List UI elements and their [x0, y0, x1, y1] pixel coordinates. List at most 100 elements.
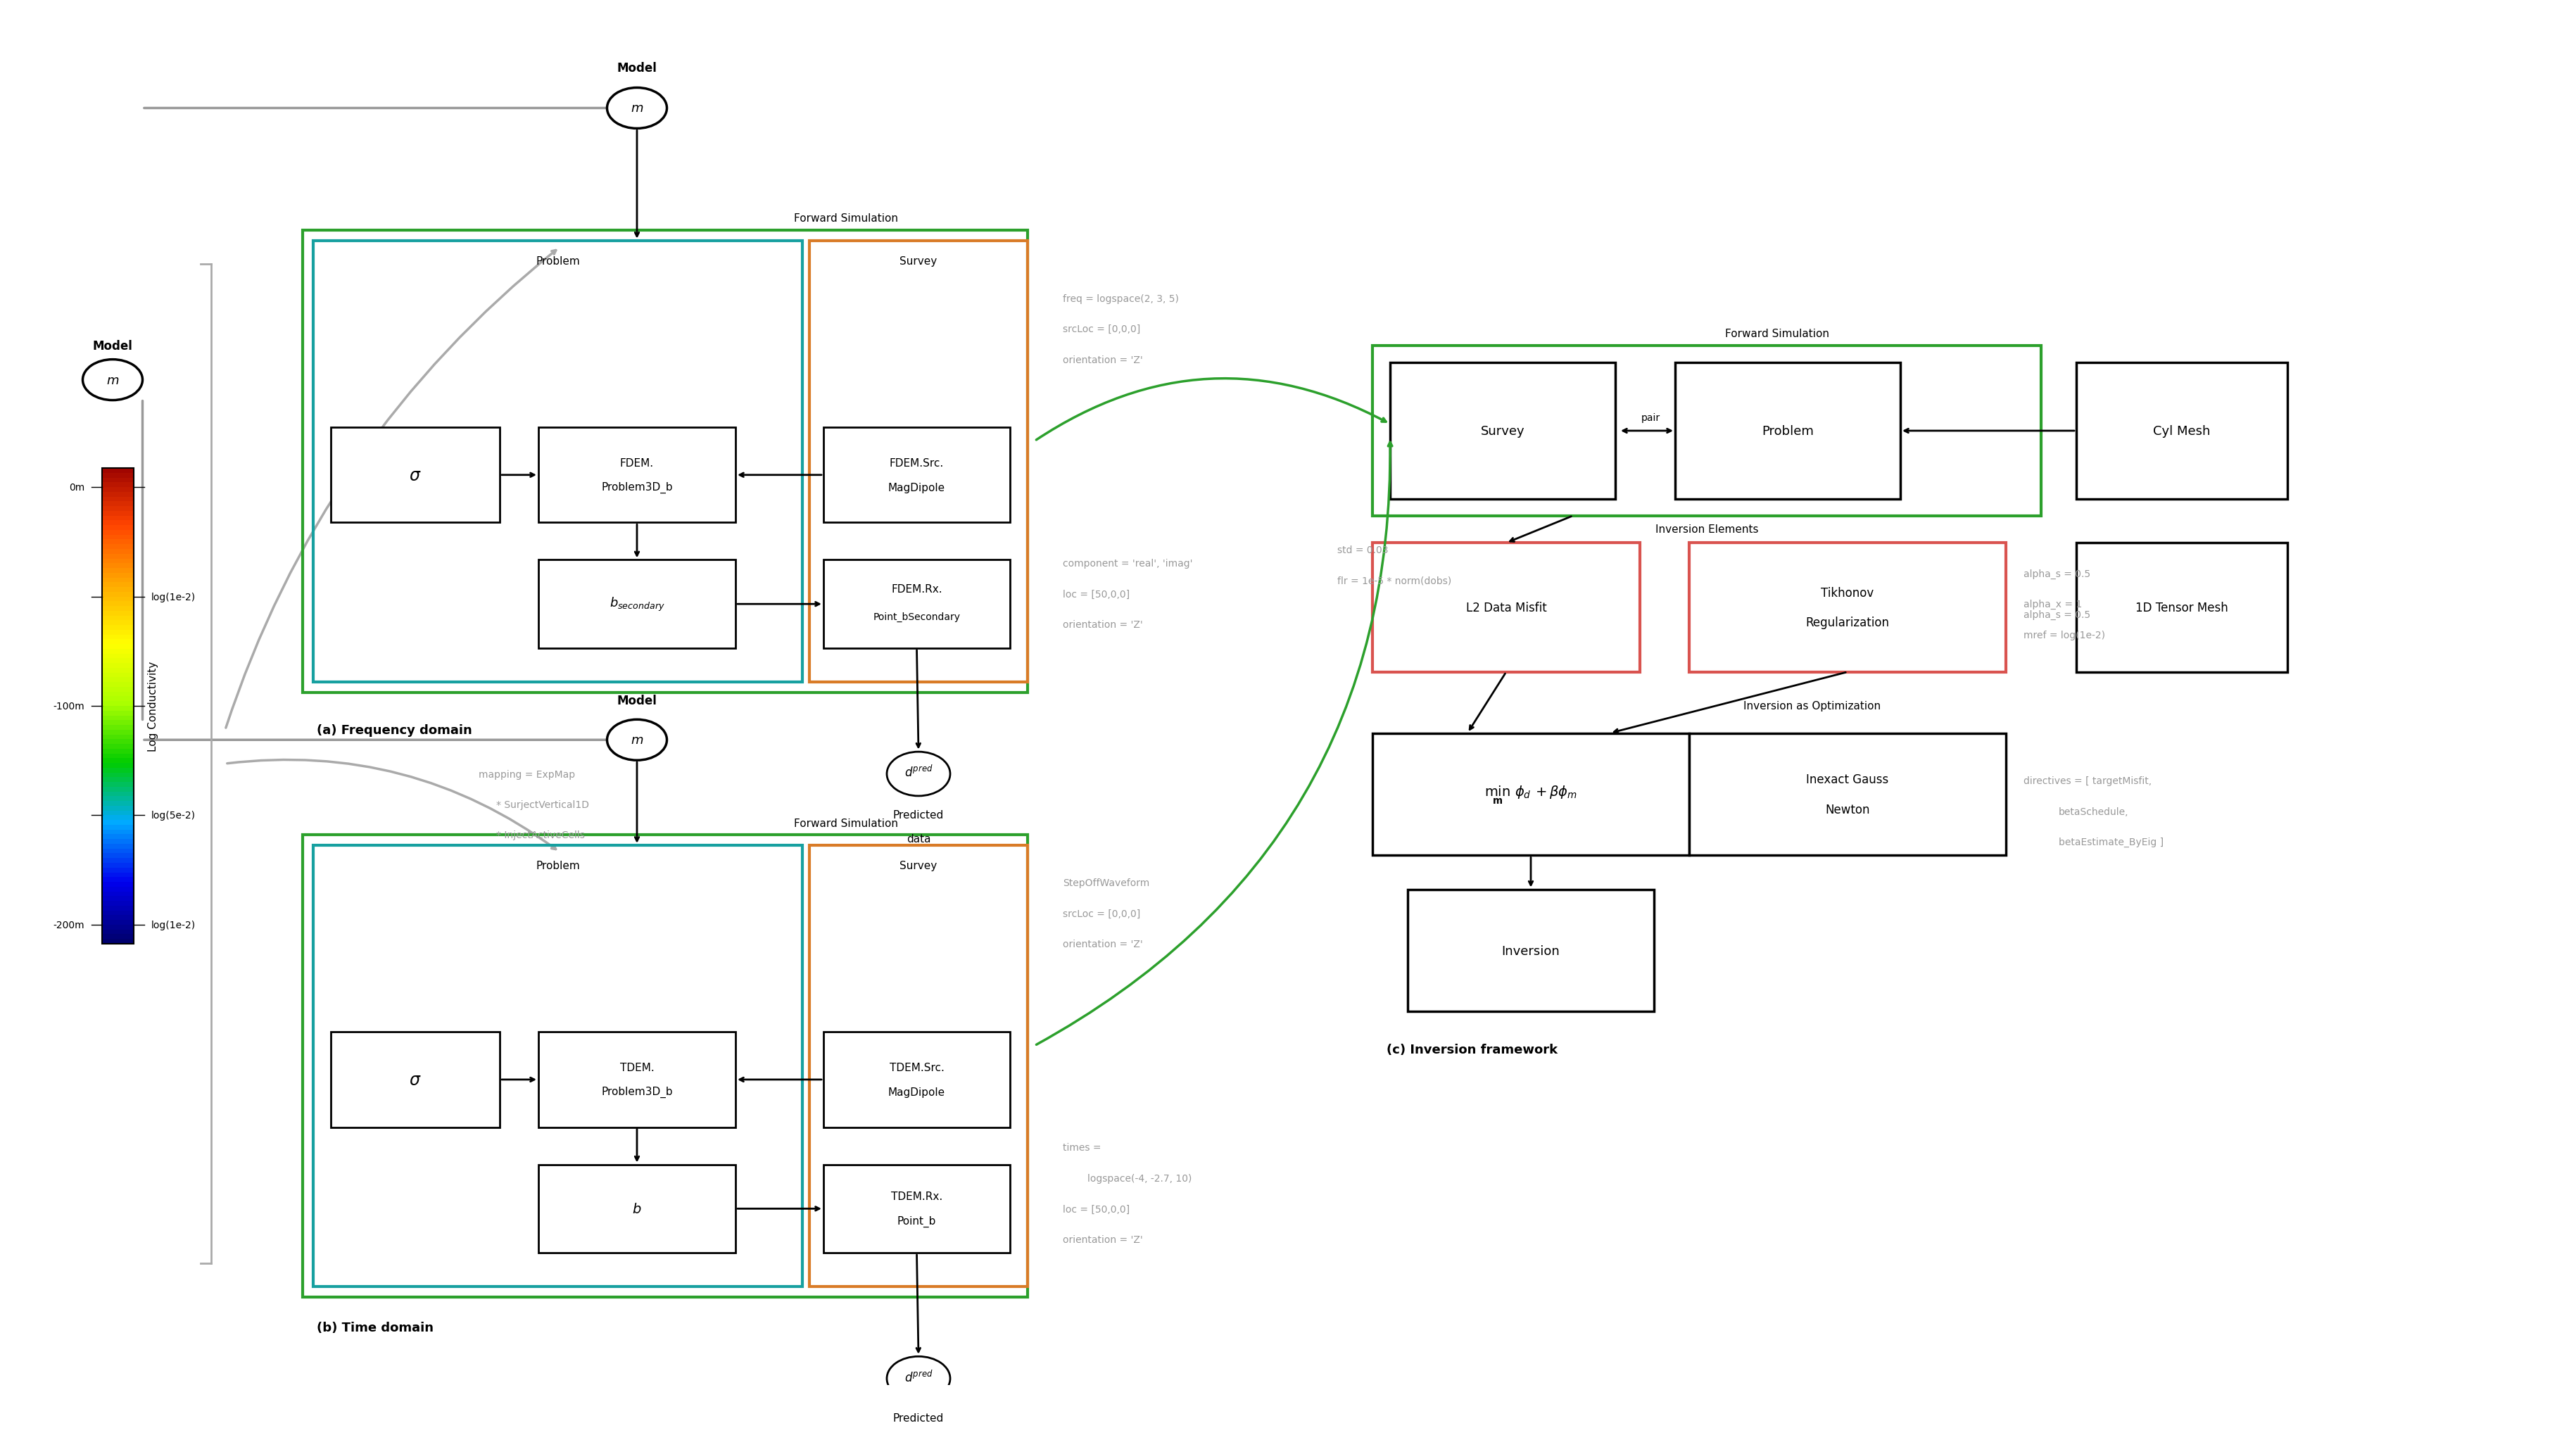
FancyBboxPatch shape [330, 428, 500, 522]
Bar [103, 468, 134, 474]
Bar [103, 616, 134, 621]
Text: alpha_s = 0.5: alpha_s = 0.5 [2025, 568, 2092, 578]
Bar [103, 739, 134, 745]
Text: betaEstimate_ByEig ]: betaEstimate_ByEig ] [2058, 837, 2164, 847]
Text: m: m [631, 733, 644, 746]
Bar [103, 895, 134, 901]
Bar [103, 805, 134, 811]
Bar [103, 900, 134, 905]
Bar [103, 829, 134, 835]
Bar [103, 507, 134, 511]
Text: Tikhonov: Tikhonov [1821, 587, 1873, 600]
Bar [103, 639, 134, 644]
Text: log(1e-2): log(1e-2) [152, 920, 196, 930]
Bar [103, 867, 134, 872]
Bar [103, 472, 134, 478]
Bar [103, 914, 134, 920]
Text: Inexact Gauss: Inexact Gauss [1806, 773, 1888, 786]
Bar [103, 786, 134, 792]
Text: $\sigma$: $\sigma$ [410, 466, 422, 484]
Text: MagDipole: MagDipole [889, 482, 945, 492]
Ellipse shape [608, 89, 667, 129]
Text: loc = [50,0,0]: loc = [50,0,0] [1064, 590, 1131, 600]
Text: Inversion Elements: Inversion Elements [1656, 524, 1759, 535]
Bar [103, 667, 134, 673]
Text: $d^{pred}$: $d^{pred}$ [904, 765, 933, 779]
Text: Problem: Problem [536, 255, 580, 267]
Text: Survey: Survey [899, 255, 938, 267]
Ellipse shape [82, 360, 142, 400]
Bar [103, 682, 134, 687]
Text: Survey: Survey [899, 861, 938, 871]
Bar [103, 720, 134, 725]
Bar [103, 920, 134, 926]
Text: data: data [907, 834, 930, 844]
Text: (b) Time domain: (b) Time domain [317, 1322, 433, 1335]
Text: log(1e-2): log(1e-2) [152, 593, 196, 601]
Bar [103, 659, 134, 663]
Bar [103, 596, 134, 601]
Text: Problem: Problem [536, 861, 580, 871]
Bar [103, 700, 134, 706]
Bar [103, 796, 134, 801]
Text: mref = log(1e-2): mref = log(1e-2) [2025, 630, 2105, 640]
Bar [103, 606, 134, 611]
Bar [103, 772, 134, 778]
Bar [103, 672, 134, 677]
Bar [103, 877, 134, 883]
FancyBboxPatch shape [1690, 733, 2007, 855]
Text: Predicted: Predicted [894, 1412, 943, 1424]
Bar [103, 548, 134, 554]
FancyBboxPatch shape [1406, 890, 1654, 1012]
Text: logspace(-4, -2.7, 10): logspace(-4, -2.7, 10) [1087, 1174, 1193, 1182]
Bar [103, 824, 134, 829]
Text: orientation = 'Z': orientation = 'Z' [1064, 938, 1144, 949]
FancyBboxPatch shape [824, 1165, 1010, 1253]
Bar [103, 601, 134, 607]
Bar [103, 776, 134, 782]
Text: Newton: Newton [1826, 804, 1870, 815]
Ellipse shape [886, 752, 951, 796]
Bar [103, 649, 134, 654]
FancyBboxPatch shape [2076, 363, 2287, 499]
Text: Point_b: Point_b [896, 1215, 935, 1227]
Bar [103, 928, 134, 934]
Text: log(5e-2): log(5e-2) [152, 811, 196, 821]
Text: alpha_x = 1: alpha_x = 1 [2025, 600, 2081, 610]
Text: Predicted: Predicted [894, 809, 943, 821]
Bar [103, 554, 134, 558]
Text: Model: Model [93, 340, 131, 353]
Text: $b$: $b$ [631, 1203, 641, 1215]
FancyBboxPatch shape [538, 1032, 737, 1128]
Text: pair: pair [1641, 413, 1659, 422]
FancyBboxPatch shape [824, 560, 1010, 649]
Bar [103, 644, 134, 649]
Bar [103, 534, 134, 540]
Text: orientation = 'Z': orientation = 'Z' [1064, 354, 1144, 364]
FancyBboxPatch shape [824, 428, 1010, 522]
Bar [103, 630, 134, 634]
Text: Log Conductivity: Log Conductivity [147, 662, 157, 752]
Text: orientation = 'Z': orientation = 'Z' [1064, 620, 1144, 630]
Bar [103, 844, 134, 850]
Bar [103, 677, 134, 683]
Text: directives = [ targetMisfit,: directives = [ targetMisfit, [2025, 776, 2151, 786]
Bar [103, 624, 134, 630]
Bar [103, 753, 134, 759]
Bar [103, 587, 134, 593]
FancyBboxPatch shape [538, 428, 737, 522]
Bar [103, 692, 134, 697]
Text: Model: Model [616, 695, 657, 707]
Text: -100m: -100m [54, 702, 85, 712]
Text: component = 'real', 'imag': component = 'real', 'imag' [1064, 558, 1193, 568]
FancyBboxPatch shape [538, 560, 737, 649]
Bar [103, 905, 134, 911]
Bar [103, 686, 134, 692]
FancyBboxPatch shape [1391, 363, 1615, 499]
Text: L2 Data Misfit: L2 Data Misfit [1466, 601, 1546, 614]
Bar [103, 891, 134, 897]
Text: orientation = 'Z': orientation = 'Z' [1064, 1234, 1144, 1244]
FancyBboxPatch shape [1373, 733, 1690, 855]
FancyBboxPatch shape [1674, 363, 1901, 499]
Bar [103, 478, 134, 482]
